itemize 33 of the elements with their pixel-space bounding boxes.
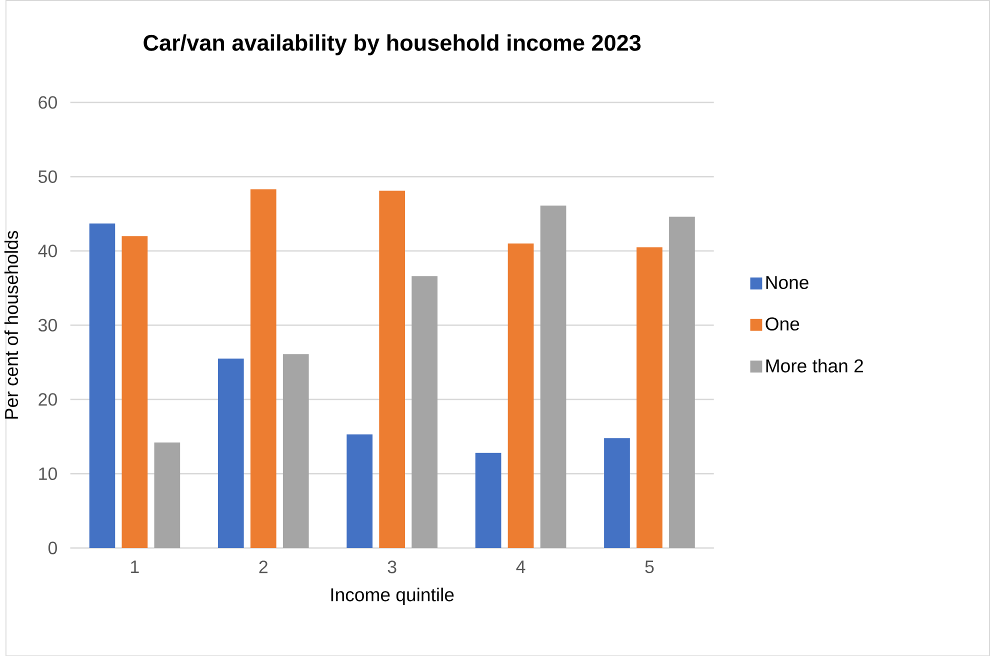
chart-title: Car/van availability by household income 2023 bbox=[144, 34, 641, 56]
x-tick-label: 2 bbox=[259, 560, 268, 573]
bar bbox=[475, 452, 502, 548]
legend-label: None bbox=[766, 276, 808, 289]
y-axis-title: Per cent of households bbox=[4, 230, 18, 418]
legend-label: One bbox=[766, 317, 800, 330]
bar bbox=[604, 438, 630, 548]
y-tick-label: 0 bbox=[48, 541, 57, 554]
bar bbox=[636, 247, 662, 548]
y-tick-label: 30 bbox=[38, 318, 57, 332]
bar bbox=[379, 190, 406, 548]
bar bbox=[346, 434, 373, 548]
y-tick-label: 20 bbox=[38, 392, 57, 406]
bar bbox=[122, 236, 148, 548]
bar bbox=[508, 243, 534, 548]
bar bbox=[218, 358, 244, 548]
y-tick-label: 10 bbox=[39, 467, 57, 480]
bar bbox=[669, 216, 695, 548]
bar bbox=[250, 189, 276, 548]
y-tick-label: 50 bbox=[38, 170, 57, 183]
x-tick-label: 1 bbox=[131, 560, 139, 573]
x-tick-label: 4 bbox=[516, 560, 526, 573]
bar bbox=[282, 354, 309, 548]
y-tick-label: 60 bbox=[38, 96, 57, 109]
bar bbox=[154, 442, 180, 548]
x-axis-title: Income quintile bbox=[331, 588, 454, 605]
x-tick-label: 5 bbox=[645, 560, 654, 573]
bar bbox=[89, 223, 116, 548]
legend-label: More than 2 bbox=[766, 358, 863, 372]
bar bbox=[540, 205, 566, 548]
x-tick-label: 3 bbox=[388, 560, 396, 574]
y-tick-label: 40 bbox=[38, 244, 57, 258]
bar bbox=[412, 276, 438, 548]
